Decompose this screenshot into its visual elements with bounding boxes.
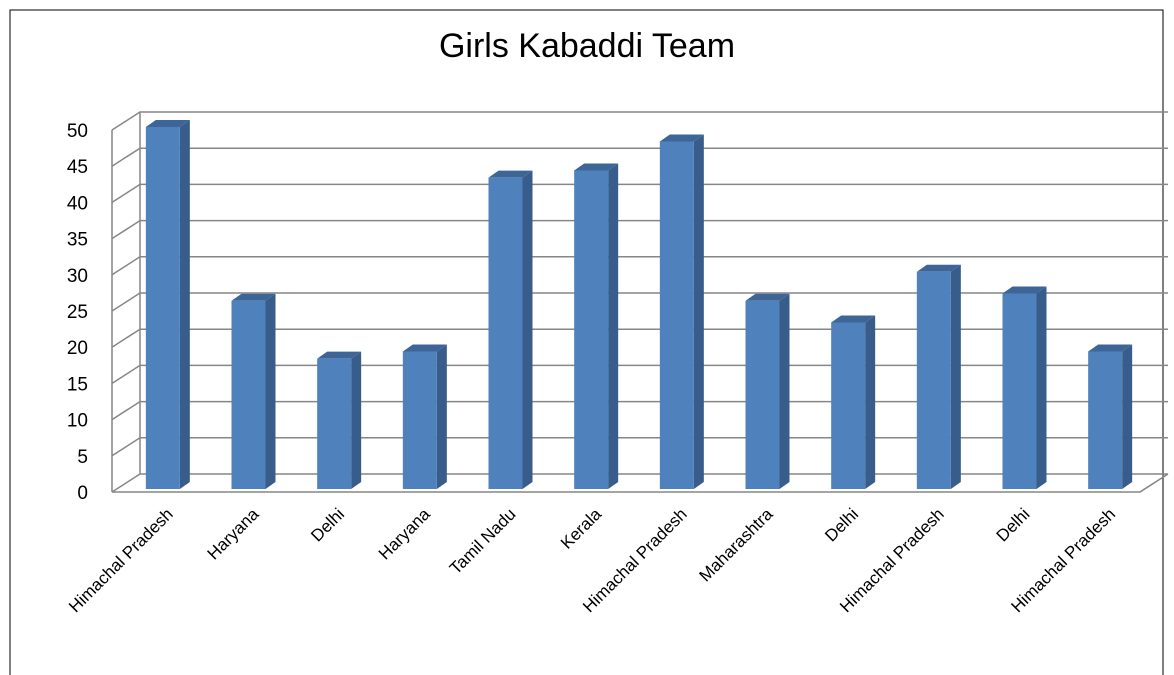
bar-side [351, 351, 362, 489]
y-tick-label: 45 [67, 157, 88, 178]
grid-line [111, 473, 1168, 493]
floor [112, 473, 1169, 493]
y-tick-label: 30 [67, 266, 88, 287]
grid-line [111, 364, 1168, 385]
y-tick-label: 20 [67, 338, 88, 359]
bar-side [179, 120, 190, 489]
grid-line [111, 256, 1168, 276]
bar-side [865, 315, 876, 489]
bar [745, 300, 780, 489]
bar [916, 271, 951, 489]
y-tick-label: 25 [67, 302, 88, 323]
bar [831, 322, 866, 489]
bar [145, 127, 180, 489]
bar-top [231, 293, 276, 301]
bar [488, 177, 523, 489]
chart-title: Girls Kabaddi Team [439, 27, 735, 65]
bar-side [1122, 344, 1133, 489]
bar-side [1036, 286, 1047, 489]
bar [1002, 293, 1037, 489]
bar-side [436, 344, 447, 489]
grid-line [111, 183, 1168, 204]
bar-top [1088, 344, 1133, 352]
bar-side [522, 170, 533, 489]
grid-line [111, 437, 1168, 457]
bar-top [745, 293, 790, 301]
bar-top [831, 315, 876, 323]
bar [574, 170, 609, 489]
bar [659, 141, 694, 490]
y-tick-label: 5 [77, 447, 88, 468]
bar-top [1002, 286, 1047, 294]
bar-top [402, 344, 447, 352]
y-tick-label: 35 [67, 230, 88, 251]
grid-line [111, 400, 1168, 421]
bar-top [317, 351, 362, 359]
y-tick-label: 0 [77, 483, 88, 504]
y-tick-label: 50 [67, 121, 88, 142]
bar-top [574, 163, 619, 171]
bar [402, 351, 437, 489]
grid-line [111, 292, 1168, 312]
y-tick-label: 10 [67, 411, 88, 432]
bar-side [693, 134, 704, 490]
y-tick-label: 15 [67, 374, 88, 395]
grid-line [111, 111, 1168, 131]
y-tick-label: 40 [67, 193, 88, 214]
bar [1088, 351, 1123, 489]
grid-line [111, 328, 1168, 348]
bar-side [950, 264, 961, 489]
grid-line [111, 147, 1168, 167]
bar-top [145, 120, 190, 127]
bar-top [916, 264, 961, 272]
bar-side [265, 293, 276, 489]
bar-side [779, 293, 790, 489]
bar-side [608, 163, 619, 489]
bar-top [488, 170, 533, 178]
bar [231, 300, 266, 489]
bar [317, 358, 352, 489]
bar-top [659, 134, 704, 142]
grid-line [111, 219, 1168, 240]
